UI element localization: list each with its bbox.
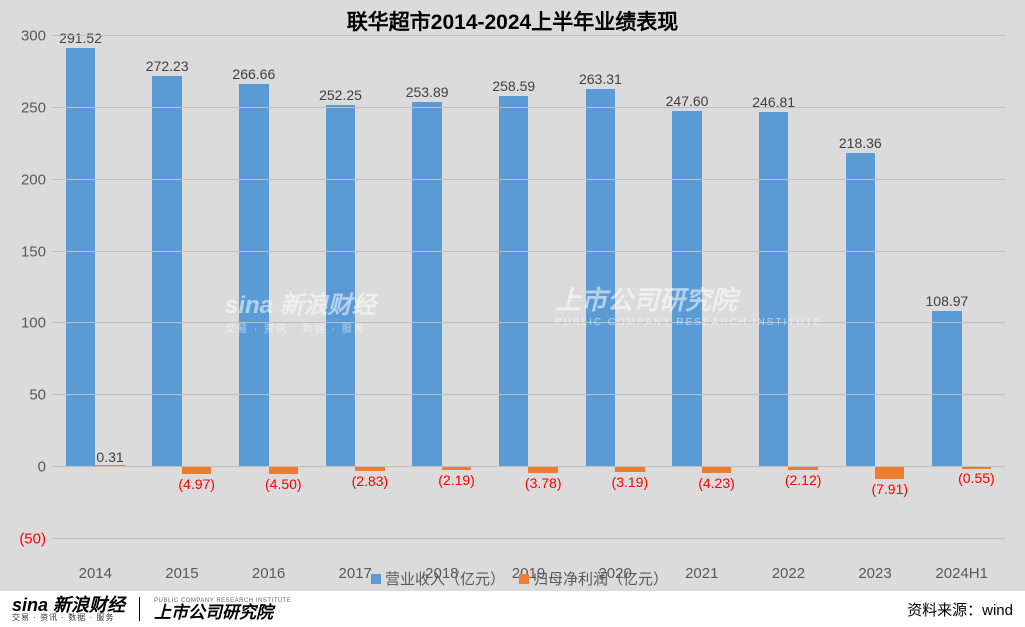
bar-profit-label: (3.78) bbox=[525, 473, 562, 491]
legend-swatch bbox=[519, 574, 529, 584]
bar-revenue bbox=[239, 84, 268, 467]
grid-line bbox=[52, 107, 1005, 108]
bar-revenue bbox=[412, 102, 441, 467]
bar-revenue bbox=[586, 89, 615, 467]
grid-line bbox=[52, 394, 1005, 395]
source-label: 资料来源： bbox=[907, 602, 982, 619]
bar-revenue bbox=[499, 96, 528, 468]
source-value: wind bbox=[982, 602, 1013, 619]
bar-revenue-label: 253.89 bbox=[406, 84, 449, 102]
chart-title: 联华超市2014-2024上半年业绩表现 bbox=[0, 0, 1025, 36]
brand-sina: sina 新浪财经 交易 · 资讯 · 数据 · 服务 bbox=[12, 596, 125, 622]
bar-profit-label: (7.91) bbox=[871, 479, 908, 497]
bar-group: 252.25(2.83)2017 bbox=[312, 36, 399, 539]
bar-group: 263.31(3.19)2020 bbox=[572, 36, 659, 539]
bar-profit bbox=[875, 467, 904, 478]
bar-revenue bbox=[759, 112, 788, 467]
bar-group: 246.81(2.12)2022 bbox=[745, 36, 832, 539]
y-tick-label: 200 bbox=[21, 171, 52, 188]
bar-revenue bbox=[152, 76, 181, 467]
legend-label: 营业收入（亿元） bbox=[385, 571, 505, 588]
bar-profit-label: (2.12) bbox=[785, 470, 822, 488]
plot-area: 291.520.312014272.23(4.97)2015266.66(4.5… bbox=[52, 36, 1005, 539]
bar-revenue-label: 258.59 bbox=[492, 78, 535, 96]
bar-group: 253.89(2.19)2018 bbox=[399, 36, 486, 539]
bar-revenue-label: 218.36 bbox=[839, 135, 882, 153]
y-tick-label: 150 bbox=[21, 243, 52, 260]
bar-profit-label: (3.19) bbox=[612, 472, 649, 490]
bar-group: 266.66(4.50)2016 bbox=[225, 36, 312, 539]
bar-profit-label: (2.19) bbox=[438, 470, 475, 488]
brand-sina-sub: 交易 · 资讯 · 数据 · 服务 bbox=[12, 614, 125, 622]
grid-line bbox=[52, 322, 1005, 323]
brand-separator bbox=[139, 597, 140, 621]
bar-revenue-label: 108.97 bbox=[926, 293, 969, 311]
footer-brand: sina 新浪财经 交易 · 资讯 · 数据 · 服务 PUBLIC COMPA… bbox=[12, 596, 291, 622]
bar-group: 258.59(3.78)2019 bbox=[485, 36, 572, 539]
y-tick-label: 250 bbox=[21, 99, 52, 116]
bar-profit-label: 0.31 bbox=[96, 449, 123, 467]
bar-group: 108.97(0.55)2024H1 bbox=[918, 36, 1005, 539]
footer: sina 新浪财经 交易 · 资讯 · 数据 · 服务 PUBLIC COMPA… bbox=[0, 591, 1025, 627]
brand-institute-main: 上市公司研究院 bbox=[154, 604, 291, 621]
bar-profit-label: (4.23) bbox=[698, 473, 735, 491]
bars-layer: 291.520.312014272.23(4.97)2015266.66(4.5… bbox=[52, 36, 1005, 539]
legend-swatch bbox=[371, 574, 381, 584]
bar-group: 272.23(4.97)2015 bbox=[139, 36, 226, 539]
legend-label: 归母净利润（亿元） bbox=[533, 571, 668, 588]
bar-profit-label: (4.97) bbox=[178, 474, 215, 492]
grid-line bbox=[52, 251, 1005, 252]
bar-revenue-label: 246.81 bbox=[752, 94, 795, 112]
bar-revenue bbox=[66, 48, 95, 467]
bar-profit-label: (0.55) bbox=[958, 468, 995, 486]
bar-group: 218.36(7.91)2023 bbox=[832, 36, 919, 539]
y-tick-label: 0 bbox=[38, 459, 52, 476]
y-tick-label: 50 bbox=[29, 387, 52, 404]
bar-profit bbox=[182, 467, 211, 474]
bar-profit-label: (4.50) bbox=[265, 474, 302, 492]
bar-revenue bbox=[846, 153, 875, 467]
bar-revenue bbox=[326, 105, 355, 468]
bar-group: 291.520.312014 bbox=[52, 36, 139, 539]
bar-revenue bbox=[932, 311, 961, 468]
y-tick-label: 100 bbox=[21, 315, 52, 332]
bar-revenue-label: 247.60 bbox=[666, 93, 709, 111]
y-tick-label: (50) bbox=[19, 531, 52, 548]
legend: 营业收入（亿元） 归母净利润（亿元） bbox=[0, 568, 1025, 589]
grid-line bbox=[52, 35, 1005, 36]
bar-profit-label: (2.83) bbox=[352, 471, 389, 489]
y-tick-label: 300 bbox=[21, 28, 52, 45]
brand-sina-main: sina 新浪财经 bbox=[12, 596, 125, 614]
bar-revenue-label: 272.23 bbox=[146, 58, 189, 76]
grid-line bbox=[52, 538, 1005, 539]
bar-revenue-label: 263.31 bbox=[579, 71, 622, 89]
footer-source: 资料来源：wind bbox=[907, 599, 1013, 620]
bar-revenue-label: 252.25 bbox=[319, 87, 362, 105]
bar-group: 247.60(4.23)2021 bbox=[658, 36, 745, 539]
brand-institute: PUBLIC COMPANY RESEARCH INSTITUTE 上市公司研究… bbox=[154, 598, 291, 621]
bar-revenue-label: 291.52 bbox=[59, 30, 102, 48]
chart-container: 联华超市2014-2024上半年业绩表现 291.520.312014 272.2… bbox=[0, 0, 1025, 627]
grid-line bbox=[52, 179, 1005, 180]
bar-revenue-label: 266.66 bbox=[232, 66, 275, 84]
bar-revenue bbox=[672, 111, 701, 467]
grid-line bbox=[52, 466, 1005, 467]
